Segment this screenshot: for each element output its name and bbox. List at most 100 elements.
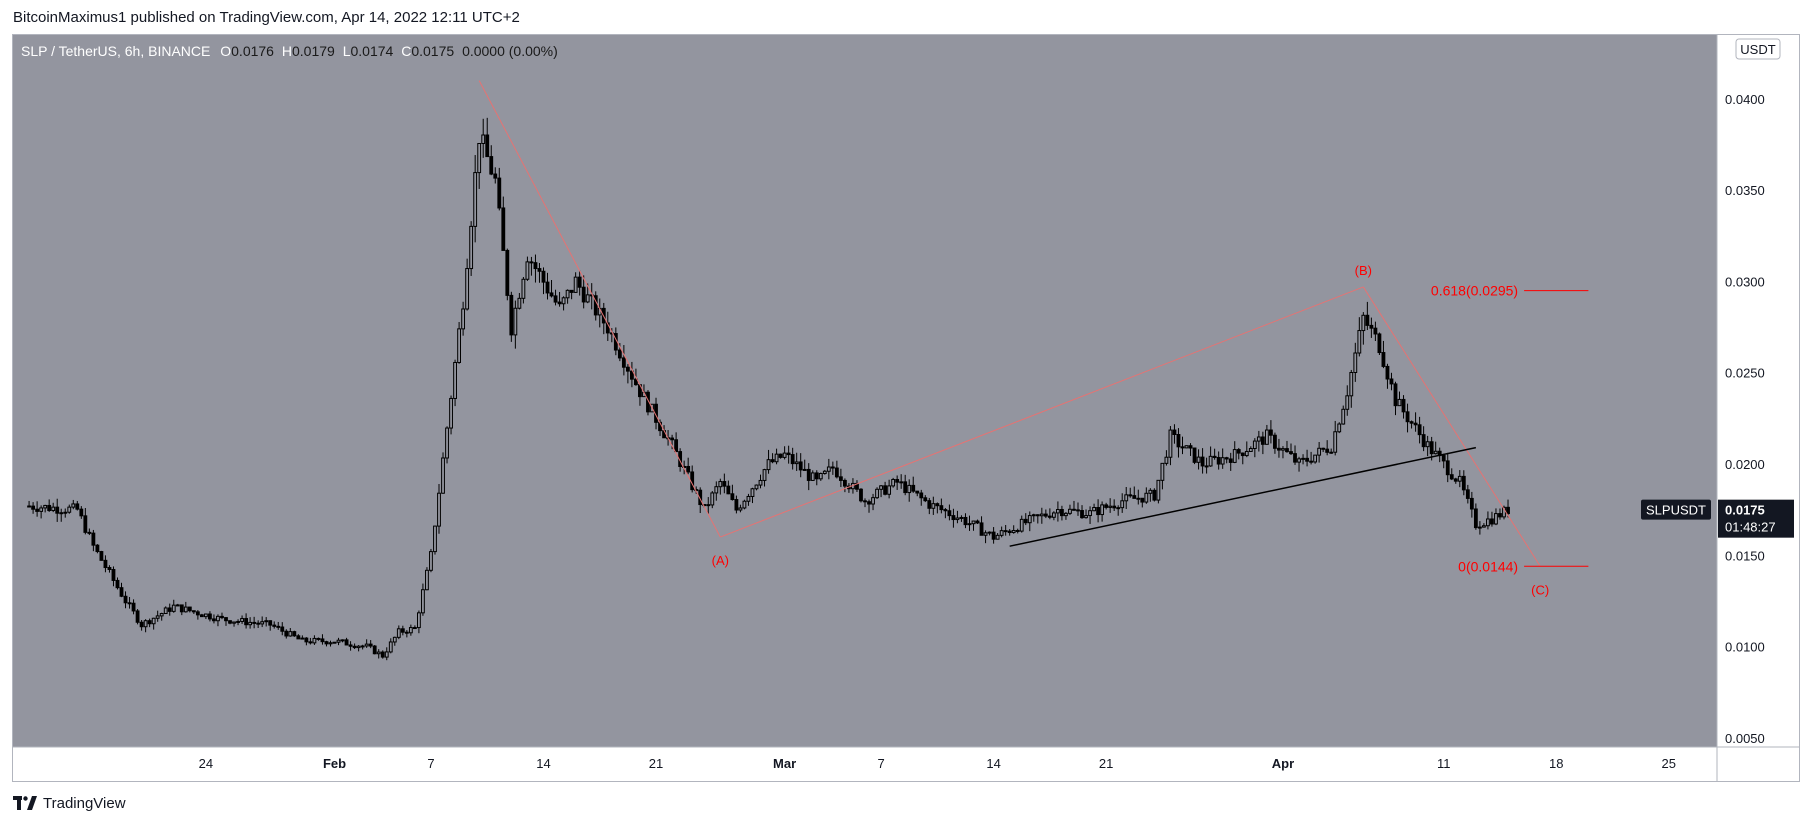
candle-body	[408, 627, 413, 634]
candle-body	[987, 531, 992, 534]
candle-body	[356, 645, 361, 649]
legend-change: 0.0000 (0.00%)	[462, 43, 558, 59]
candle-body	[549, 292, 554, 297]
candle-body	[477, 142, 482, 174]
candle-body	[1204, 465, 1209, 468]
candle-body	[1473, 508, 1478, 529]
candle-body	[706, 504, 711, 507]
time-tick-label: 21	[649, 756, 663, 771]
candle-body	[674, 439, 679, 453]
candle-body	[364, 643, 369, 647]
candle-body	[1084, 515, 1088, 519]
candle-body	[1453, 478, 1458, 482]
footer[interactable]: TradingView	[13, 790, 126, 816]
candle-body	[1449, 474, 1454, 480]
candle-body	[1281, 448, 1285, 451]
candle-body	[155, 615, 160, 619]
candle-body	[51, 506, 56, 512]
candle-body	[396, 628, 401, 638]
candle-body	[67, 506, 72, 513]
candle-body	[441, 457, 445, 494]
candle-body	[557, 301, 562, 305]
candle-body	[1421, 434, 1426, 448]
candle-body	[1120, 500, 1125, 509]
candle-body	[461, 308, 466, 330]
legend-high-label: H	[282, 43, 292, 59]
candle-body	[722, 481, 727, 487]
candle-body	[577, 276, 582, 288]
candle-body	[171, 604, 176, 612]
currency-badge[interactable]: USDT	[1735, 38, 1781, 60]
candle-body	[340, 639, 345, 642]
time-tick-label: 18	[1549, 756, 1563, 771]
candle-body	[1317, 447, 1322, 456]
candle-body	[457, 328, 462, 363]
candle-body	[288, 631, 293, 637]
candle-body	[1196, 456, 1201, 463]
candle-body	[690, 471, 695, 491]
candle-body	[280, 626, 285, 632]
candle-body	[509, 294, 514, 336]
candle-body	[308, 641, 313, 644]
candle-body	[830, 466, 835, 469]
plot-area[interactable]	[13, 35, 1717, 747]
candle-body	[1208, 455, 1213, 467]
price-tick-label: 0.0050	[1725, 731, 1765, 746]
candle-body	[1393, 383, 1398, 407]
price-tick-label: 0.0400	[1725, 92, 1765, 107]
chart-frame[interactable]: 0.618(0.0295) 0(0.0144) (A) (B) (C) 0.0400 0.…	[12, 34, 1800, 782]
candle-body	[240, 618, 244, 622]
candle-body	[183, 606, 188, 613]
wave-label: (B)	[1355, 263, 1372, 278]
candle-body	[1192, 447, 1197, 463]
candle-body	[867, 501, 871, 505]
price-tick-label: 0.0350	[1725, 183, 1765, 198]
candle-body	[1264, 429, 1269, 445]
candle-body	[163, 607, 168, 615]
candle-body	[1341, 408, 1346, 425]
support-trendline	[1009, 446, 1477, 547]
candle-body	[127, 602, 132, 605]
candle-body	[175, 604, 180, 607]
candle-body	[489, 156, 494, 175]
candle-body	[1481, 525, 1486, 528]
candle-body	[1104, 504, 1109, 508]
candle-body	[469, 225, 474, 270]
publisher-line: BitcoinMaximus1 published on TradingView…	[13, 9, 520, 26]
candle-body	[778, 453, 783, 458]
price-axis[interactable]: 0.0400 0.0350 0.0300 0.0250 0.0200 0.0150 0.01…	[1725, 92, 1765, 746]
candle-body	[915, 490, 920, 494]
price-tag-price: 0.0175	[1725, 503, 1765, 518]
candle-body	[758, 479, 763, 486]
candle-body	[83, 515, 88, 533]
candle-body	[1337, 423, 1342, 433]
candle-body	[1401, 398, 1406, 413]
candle-body	[1100, 504, 1105, 516]
candle-body	[766, 459, 771, 471]
candle-body	[1425, 441, 1430, 448]
candle-body	[1096, 507, 1101, 516]
candle-body	[529, 261, 534, 264]
candle-body	[264, 620, 269, 623]
candle-body	[883, 485, 888, 495]
candle-body	[1321, 447, 1326, 450]
candle-body	[1397, 398, 1402, 407]
candle-body	[545, 281, 550, 294]
candle-body	[770, 459, 775, 463]
candle-body	[1068, 508, 1072, 514]
wave-label: (A)	[712, 553, 729, 568]
candle-body	[272, 624, 277, 627]
candle-body	[1232, 449, 1237, 463]
price-tick-label: 0.0100	[1725, 640, 1765, 655]
candle-body	[1486, 518, 1490, 527]
candle-body	[1011, 529, 1016, 534]
candle-body	[151, 617, 156, 625]
time-axis[interactable]: 24 Feb 7 14 21 Mar 7 14 21 Apr 11 18 25	[199, 756, 1676, 771]
price-chart[interactable]: 0.618(0.0295)0(0.0144)(A)(B)(C) 0.04000.…	[13, 35, 1799, 781]
candle-body	[1088, 510, 1092, 517]
candle-body	[1051, 512, 1056, 518]
candle-body	[1228, 458, 1233, 463]
candle-body	[1108, 505, 1113, 508]
candle-body	[31, 505, 36, 510]
candle-body	[473, 172, 478, 227]
